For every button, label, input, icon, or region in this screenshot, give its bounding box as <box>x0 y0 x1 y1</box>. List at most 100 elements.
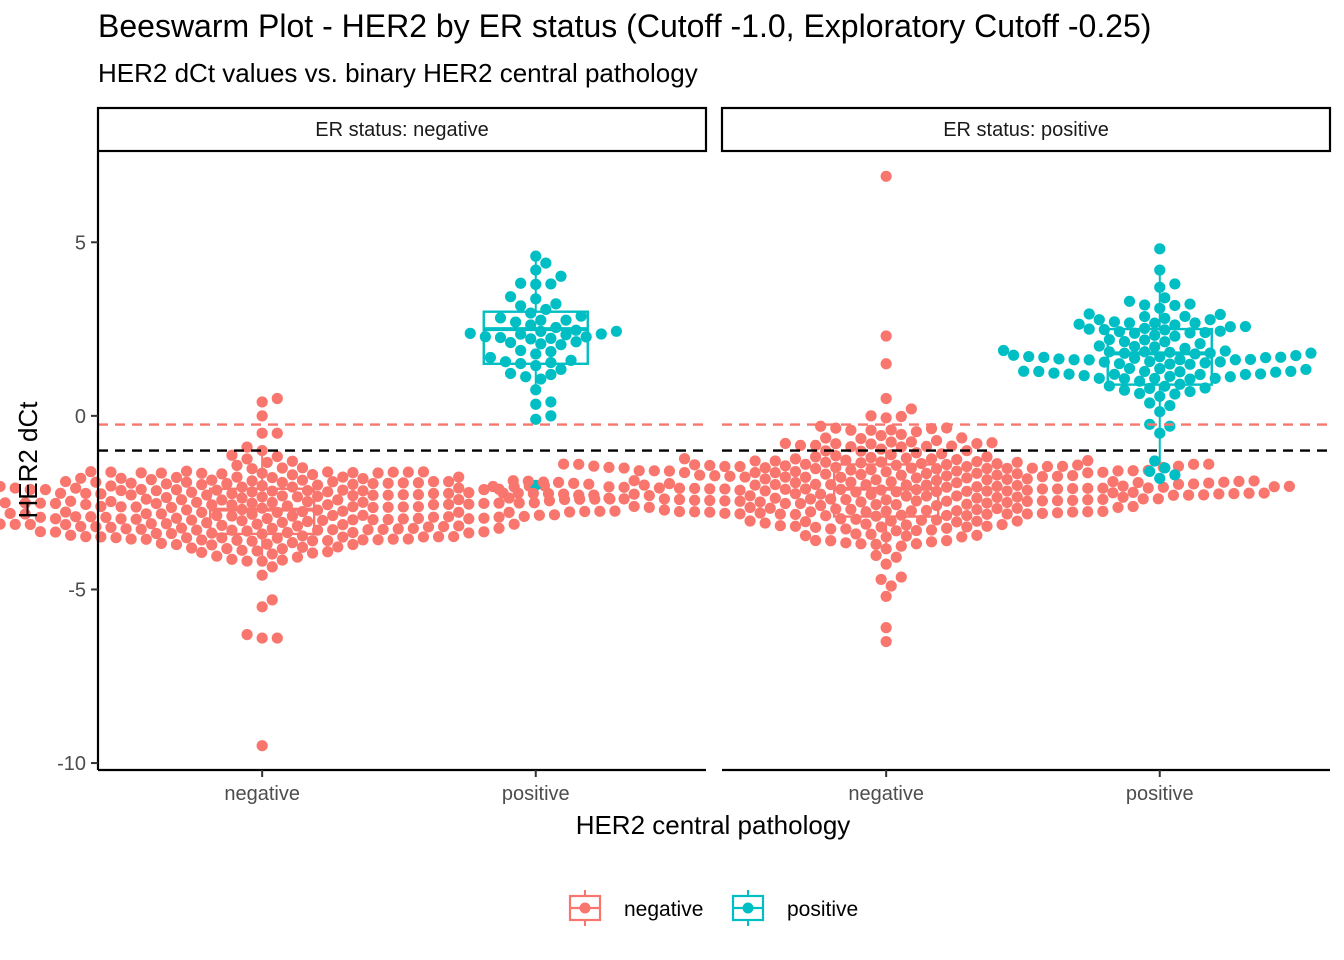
data-point <box>1098 324 1110 336</box>
data-point <box>1154 302 1166 314</box>
legend-key-positive <box>731 890 765 926</box>
data-point <box>1149 341 1161 353</box>
data-point <box>236 515 248 527</box>
data-point <box>49 497 62 510</box>
data-point <box>560 314 572 326</box>
data-point <box>1103 333 1115 346</box>
data-point <box>85 511 97 523</box>
swarm-points <box>0 392 621 752</box>
data-point <box>880 466 892 478</box>
data-point <box>246 497 258 509</box>
data-point <box>865 528 877 540</box>
data-point <box>1128 327 1141 339</box>
data-point <box>981 462 993 475</box>
data-point <box>885 476 897 488</box>
data-point <box>1103 346 1115 358</box>
data-point <box>286 537 298 549</box>
data-point <box>1184 298 1196 310</box>
data-point <box>1127 500 1139 513</box>
data-point <box>1036 483 1048 495</box>
data-point <box>216 468 228 480</box>
data-point <box>885 580 897 592</box>
data-point <box>865 488 877 501</box>
data-point <box>1144 397 1156 409</box>
data-point <box>799 483 812 495</box>
data-point <box>880 494 892 506</box>
swarm-points <box>487 170 1295 648</box>
data-point <box>1051 495 1064 507</box>
data-point <box>724 470 736 482</box>
data-point <box>961 460 973 473</box>
data-point <box>105 466 117 478</box>
data-point <box>508 518 520 530</box>
data-point <box>1199 382 1211 394</box>
data-point <box>1154 427 1166 439</box>
data-point <box>140 533 152 545</box>
data-point <box>910 524 923 537</box>
data-point <box>145 518 157 530</box>
data-point <box>150 497 162 510</box>
data-point <box>357 485 369 497</box>
data-point <box>493 511 505 523</box>
data-point <box>573 458 585 470</box>
data-point <box>865 424 877 436</box>
data-point <box>312 504 324 516</box>
data-point <box>1036 507 1048 519</box>
data-point <box>186 514 198 526</box>
data-point <box>981 485 993 497</box>
data-point <box>301 496 314 508</box>
data-point <box>497 487 509 499</box>
data-point <box>422 521 435 533</box>
data-point <box>971 529 983 541</box>
data-point <box>583 478 595 490</box>
data-point <box>1275 351 1287 363</box>
data-point <box>810 534 822 547</box>
data-point <box>595 328 607 340</box>
data-point <box>160 478 172 490</box>
data-point <box>281 526 293 539</box>
data-point <box>1169 469 1181 481</box>
data-point <box>110 532 122 544</box>
data-point <box>628 500 640 513</box>
data-point <box>80 498 92 511</box>
data-point <box>870 538 882 550</box>
data-point <box>815 488 827 500</box>
data-point <box>981 497 993 509</box>
swarm-points <box>464 250 623 491</box>
data-point <box>537 476 550 488</box>
data-point <box>322 499 334 511</box>
data-point <box>1097 505 1109 517</box>
data-point <box>1229 354 1241 366</box>
data-point <box>1139 322 1151 334</box>
data-point <box>1093 314 1105 326</box>
data-point <box>1154 243 1166 255</box>
data-point <box>417 466 430 478</box>
data-point <box>503 506 515 518</box>
data-point <box>135 467 147 479</box>
data-point <box>507 475 519 487</box>
data-point <box>165 527 178 540</box>
data-point <box>1134 387 1146 400</box>
data-point <box>427 476 440 488</box>
data-point <box>1184 385 1196 398</box>
data-point <box>387 466 399 478</box>
data-point <box>206 539 218 551</box>
data-point <box>552 476 565 488</box>
data-point <box>246 508 258 520</box>
data-point <box>453 520 465 532</box>
data-point <box>875 521 887 533</box>
data-point <box>291 491 304 503</box>
data-point <box>357 496 369 508</box>
data-point <box>525 307 537 319</box>
data-point <box>196 546 208 559</box>
data-point <box>1117 491 1129 503</box>
data-point <box>530 384 542 396</box>
data-point <box>60 506 72 518</box>
data-point <box>628 488 640 500</box>
data-point <box>951 516 963 528</box>
data-point <box>610 325 623 337</box>
data-point <box>226 449 238 461</box>
data-point <box>1154 351 1166 363</box>
data-point <box>996 518 1008 531</box>
data-point <box>1113 326 1126 338</box>
